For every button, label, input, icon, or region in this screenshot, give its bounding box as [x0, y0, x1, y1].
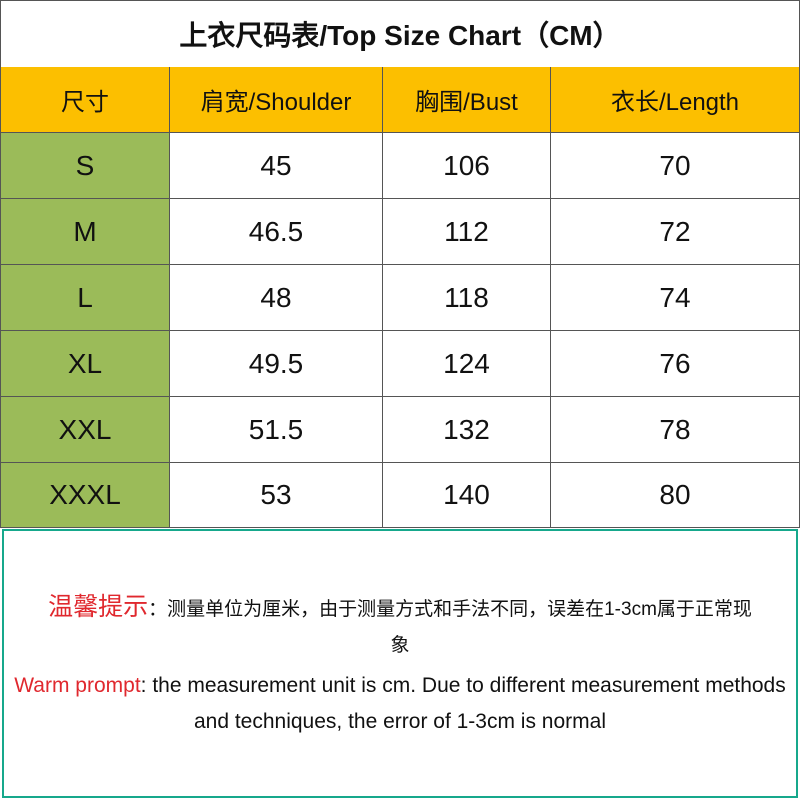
- en-text: : the measurement unit is cm. Due to dif…: [140, 674, 786, 733]
- zh-label: 温馨提示: [48, 593, 149, 621]
- table-title: 上衣尺码表/Top Size Chart（CM）: [0, 0, 800, 68]
- value-cell: 124: [383, 331, 551, 397]
- size-cell: XXXL: [0, 463, 170, 528]
- value-cell: 80: [551, 463, 800, 528]
- value-cell: 51.5: [170, 397, 383, 463]
- value-cell: 74: [551, 265, 800, 331]
- value-cell: 48: [170, 265, 383, 331]
- size-cell: S: [0, 133, 170, 199]
- en-label: Warm prompt: [14, 674, 141, 697]
- value-cell: 132: [383, 397, 551, 463]
- value-cell: 45: [170, 133, 383, 199]
- value-cell: 78: [551, 397, 800, 463]
- value-cell: 70: [551, 133, 800, 199]
- note-box: 温馨提示：测量单位为厘米，由于测量方式和手法不同，误差在1-3cm属于正常现象 …: [2, 529, 798, 798]
- value-cell: 106: [383, 133, 551, 199]
- size-cell: M: [0, 199, 170, 265]
- value-cell: 112: [383, 199, 551, 265]
- header-cell: 尺寸: [0, 67, 170, 133]
- header-cell: 衣长/Length: [551, 67, 800, 133]
- value-cell: 46.5: [170, 199, 383, 265]
- value-cell: 118: [383, 265, 551, 331]
- value-cell: 76: [551, 331, 800, 397]
- header-cell: 胸围/Bust: [383, 67, 551, 133]
- size-cell: L: [0, 265, 170, 331]
- value-cell: 53: [170, 463, 383, 528]
- size-cell: XXL: [0, 397, 170, 463]
- value-cell: 140: [383, 463, 551, 528]
- header-cell: 肩宽/Shoulder: [170, 67, 383, 133]
- zh-note: 温馨提示：测量单位为厘米，由于测量方式和手法不同，误差在1-3cm属于正常现象: [4, 589, 796, 664]
- value-cell: 49.5: [170, 331, 383, 397]
- size-cell: XL: [0, 331, 170, 397]
- value-cell: 72: [551, 199, 800, 265]
- zh-text: ：测量单位为厘米，由于测量方式和手法不同，误差在1-3cm属于正常现象: [148, 599, 752, 656]
- en-note: Warm prompt: the measurement unit is cm.…: [4, 668, 796, 740]
